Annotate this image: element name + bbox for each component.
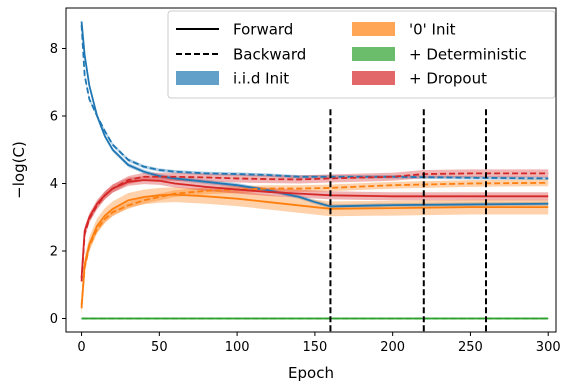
dropout-forward-band [81, 176, 549, 283]
y-axis-label: −log(C) [10, 141, 28, 199]
x-axis-label: Epoch [288, 364, 334, 382]
y-ticks: 0 2 4 6 8 [50, 42, 66, 327]
y-tick-label: 6 [50, 110, 58, 125]
x-tick-label: 300 [536, 340, 561, 355]
y-tick-label: 2 [50, 245, 58, 260]
legend-i-i-d-init-swatch [176, 71, 219, 85]
legend-deterministic-label: + Deterministic [409, 46, 527, 64]
x-tick-label: 50 [151, 340, 168, 355]
legend-deterministic-swatch [352, 47, 395, 61]
dropout-backward-line [80, 172, 549, 282]
0-init-backward-line [80, 181, 549, 306]
legend-dropout-swatch [352, 71, 395, 85]
legend-items: Forward Backward i.i.d Init '0' Init + Deter… [176, 21, 527, 88]
legend-i-i-d-init-label: i.i.d Init [233, 70, 289, 88]
y-tick-label: 0 [50, 312, 58, 327]
x-tick-label: 0 [77, 340, 85, 355]
y-tick-label: 4 [50, 177, 58, 192]
x-ticks: 0 50 100 150 200 250 300 [77, 332, 561, 355]
legend-backward-label: Backward [233, 46, 306, 64]
x-tick-label: 150 [302, 340, 327, 355]
x-tick-label: 250 [458, 340, 483, 355]
series-lines [80, 21, 549, 320]
x-tick-label: 200 [380, 340, 405, 355]
legend-0-init-swatch [352, 22, 395, 36]
vertical-markers [329, 109, 487, 332]
y-tick-label: 8 [50, 42, 58, 57]
legend-forward-label: Forward [233, 21, 293, 39]
legend-0-init-label: '0' Init [409, 21, 456, 39]
legend: Forward Backward i.i.d Init '0' Init + Deter… [167, 10, 556, 99]
i-i-d-init-backward-line [80, 24, 549, 180]
x-tick-label: 100 [225, 340, 250, 355]
plot-frame [65, 7, 557, 333]
legend-dropout-label: + Dropout [409, 70, 487, 88]
